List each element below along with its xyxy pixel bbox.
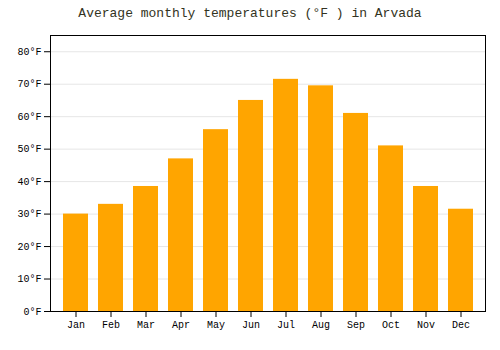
svg-text:Nov: Nov [417,320,435,331]
svg-text:Oct: Oct [382,320,400,331]
svg-text:Jan: Jan [67,320,85,331]
svg-text:Sep: Sep [347,320,365,331]
svg-text:60°F: 60°F [17,112,41,123]
svg-text:Dec: Dec [452,320,470,331]
svg-text:20°F: 20°F [17,242,41,253]
svg-text:10°F: 10°F [17,274,41,285]
svg-text:0°F: 0°F [23,307,41,318]
svg-text:40°F: 40°F [17,177,41,188]
html-text:Average monthly temperatures (: Average monthly temperatures (°F ) in Ar… [78,6,422,21]
svg-text:Aug: Aug [312,320,330,331]
svg-text:May: May [207,320,225,331]
svg-text:Mar: Mar [137,320,155,331]
svg-text:80°F: 80°F [17,47,41,58]
svg-text:70°F: 70°F [17,79,41,90]
svg-text:Jul: Jul [277,320,295,331]
svg-text:Feb: Feb [102,320,120,331]
svg-text:50°F: 50°F [17,144,41,155]
svg-text:Jun: Jun [242,320,260,331]
svg-text:Apr: Apr [172,320,190,331]
svg-text:30°F: 30°F [17,209,41,220]
